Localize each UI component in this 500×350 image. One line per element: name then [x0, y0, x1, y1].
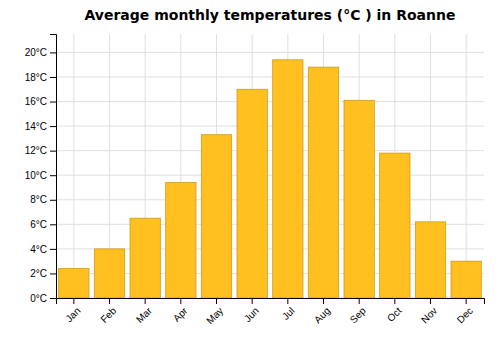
tick-mark: [216, 298, 217, 304]
tick: 18°C: [25, 72, 56, 83]
chart: 0°C 2°C 4°C 6°C 8°C 10°C 12°C 14°C 16°C 18°C 20°C J…: [0, 0, 500, 350]
grid-line: [56, 175, 484, 176]
tick: Apr: [171, 298, 190, 324]
tick-mark: [50, 52, 56, 53]
x-axis: Jan Feb Mar Apr May Jun Jul Aug Sep Oct Nov Dec: [57, 298, 485, 326]
tick-mark: [50, 249, 56, 250]
tick: 6°C: [30, 219, 56, 230]
grid: [56, 34, 484, 298]
tick: Jan: [63, 298, 82, 324]
tick-label: 16°C: [25, 96, 47, 107]
tick: Oct: [385, 298, 404, 324]
tick-label: Mar: [134, 305, 154, 325]
bar: [130, 218, 160, 298]
grid-line: [56, 101, 484, 102]
tick-label: 18°C: [25, 72, 47, 83]
bar: [94, 249, 124, 298]
tick: Feb: [98, 298, 118, 325]
tick: Aug: [312, 298, 332, 325]
tick-label: May: [204, 305, 225, 326]
tick-mark: [50, 102, 56, 103]
tick-label: 6°C: [30, 219, 47, 230]
tick-label: Jan: [63, 305, 82, 324]
tick-mark: [287, 298, 288, 304]
title: Average monthly temperatures (°C ) in Ro…: [85, 7, 456, 23]
tick-mark: [359, 298, 360, 304]
grid-line: [466, 34, 467, 298]
bar: [415, 222, 445, 298]
tick-label: Jul: [280, 305, 297, 322]
tick-mark: [180, 298, 181, 304]
tick: Sep: [348, 298, 369, 325]
tick-mark: [145, 298, 146, 304]
grid-line: [56, 76, 484, 77]
tick-mark: [394, 298, 395, 304]
axis-line: [50, 35, 57, 299]
bar: [451, 261, 481, 298]
tick-mark: [50, 224, 56, 225]
tick-label: 2°C: [30, 268, 47, 279]
tick-label: Nov: [419, 305, 439, 325]
tick-label: 8°C: [30, 194, 47, 205]
bar: [201, 135, 231, 298]
tick-mark: [50, 151, 56, 152]
tick: 4°C: [30, 244, 56, 255]
grid-line: [56, 199, 484, 200]
tick-mark: [50, 175, 56, 176]
tick-mark: [252, 298, 253, 304]
tick: Dec: [455, 298, 475, 325]
bar: [237, 89, 267, 298]
tick-label: 0°C: [30, 293, 47, 304]
tick: 12°C: [25, 145, 56, 156]
tick-label: 20°C: [25, 47, 47, 58]
bar: [380, 153, 410, 298]
tick-label: Aug: [312, 305, 332, 325]
tick-label: Sep: [348, 305, 369, 326]
tick-mark: [50, 273, 56, 274]
tick: 0°C: [30, 293, 56, 304]
tick-mark: [109, 298, 110, 304]
tick-label: Jun: [242, 305, 261, 324]
bar: [59, 269, 89, 298]
bars: [59, 60, 482, 298]
bar: [166, 183, 196, 298]
tick-mark: [430, 298, 431, 304]
grid-line: [56, 52, 484, 53]
tick-label: 4°C: [30, 244, 47, 255]
bar: [308, 67, 338, 298]
tick: 10°C: [25, 170, 56, 181]
tick-label: Apr: [171, 305, 190, 324]
tick-label: Oct: [385, 305, 404, 324]
tick-label: 12°C: [25, 145, 47, 156]
tick: 20°C: [25, 47, 56, 58]
tick: 14°C: [25, 121, 56, 132]
tick: Nov: [419, 298, 439, 325]
tick-mark: [323, 298, 324, 304]
tick-mark: [50, 126, 56, 127]
grid-line: [56, 126, 484, 127]
y-axis: 0°C 2°C 4°C 6°C 8°C 10°C 12°C 14°C 16°C 18°C 20°C: [25, 35, 57, 304]
plot: 0°C 2°C 4°C 6°C 8°C 10°C 12°C 14°C 16°C 18°C 20°C J…: [25, 34, 485, 326]
tick-label: Feb: [98, 305, 118, 325]
axis-line: [57, 299, 485, 305]
tick-label: Dec: [455, 305, 475, 325]
tick-label: 10°C: [25, 170, 47, 181]
tick-mark: [50, 77, 56, 78]
tick: Jun: [242, 298, 261, 324]
bar: [273, 60, 303, 298]
tick: 8°C: [30, 194, 56, 205]
grid-line: [73, 34, 74, 298]
tick-mark: [50, 298, 56, 299]
tick: 2°C: [30, 268, 56, 279]
bar: [344, 100, 374, 298]
tick-mark: [50, 200, 56, 201]
tick: May: [204, 298, 225, 326]
grid-line: [56, 150, 484, 151]
tick: Jul: [280, 298, 297, 322]
tick-mark: [466, 298, 467, 304]
tick-label: 14°C: [25, 121, 47, 132]
tick: Mar: [134, 298, 154, 325]
tick: 16°C: [25, 96, 56, 107]
tick-mark: [73, 298, 74, 304]
